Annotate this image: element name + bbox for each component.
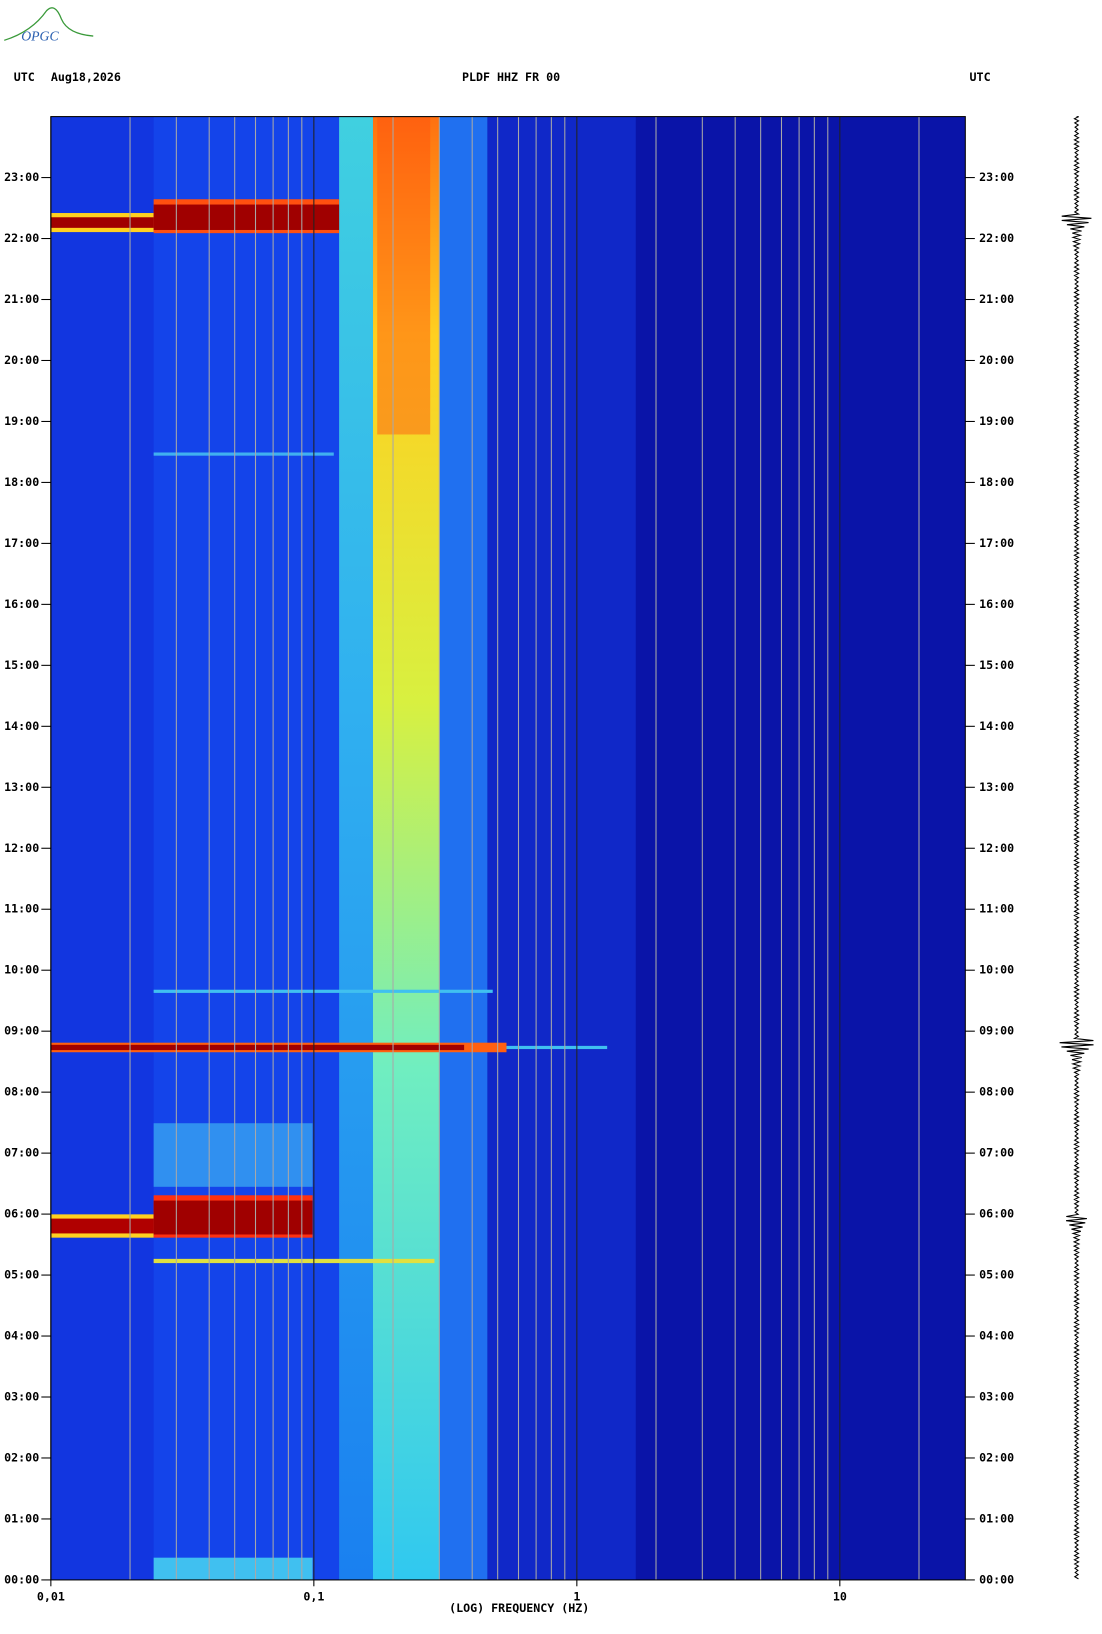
y-tick-label: 05:00 <box>4 1268 39 1282</box>
y-tick-label: 15:00 <box>979 658 1014 672</box>
y-tick-label: 08:00 <box>979 1085 1014 1099</box>
y-tick-label: 21:00 <box>4 292 39 306</box>
x-tick-label: 0,1 <box>303 1589 324 1603</box>
y-tick-label: 11:00 <box>979 902 1014 916</box>
y-tick-label: 14:00 <box>4 719 39 733</box>
y-tick-label: 02:00 <box>979 1450 1014 1464</box>
y-tick-label: 15:00 <box>4 658 39 672</box>
y-tick-label: 17:00 <box>979 536 1014 550</box>
y-tick-label: 07:00 <box>979 1146 1014 1160</box>
y-tick-label: 18:00 <box>979 475 1014 489</box>
logo-text: OPGC <box>21 28 59 43</box>
y-tick-label: 13:00 <box>4 780 39 794</box>
left-label: UTC <box>14 70 35 84</box>
logo: OPGC <box>4 7 94 43</box>
y-tick-label: 14:00 <box>979 719 1014 733</box>
y-tick-label: 04:00 <box>4 1329 39 1343</box>
y-tick-label: 23:00 <box>979 170 1014 184</box>
y-tick-label: 09:00 <box>979 1024 1014 1038</box>
y-tick-label: 23:00 <box>4 170 39 184</box>
y-tick-label: 12:00 <box>4 841 39 855</box>
y-tick-label: 06:00 <box>979 1207 1014 1221</box>
y-tick-label: 00:00 <box>4 1572 39 1586</box>
x-axis-label: (LOG) FREQUENCY (HZ) <box>449 1601 589 1615</box>
y-tick-label: 21:00 <box>979 292 1014 306</box>
y-tick-label: 06:00 <box>4 1207 39 1221</box>
x-tick-label: 1 <box>573 1589 580 1603</box>
y-tick-label: 16:00 <box>979 597 1014 611</box>
y-tick-label: 01:00 <box>4 1511 39 1525</box>
y-tick-label: 05:00 <box>979 1268 1014 1282</box>
y-tick-label: 19:00 <box>4 414 39 428</box>
y-tick-label: 12:00 <box>979 841 1014 855</box>
y-tick-label: 17:00 <box>4 536 39 550</box>
y-tick-label: 07:00 <box>4 1146 39 1160</box>
y-tick-label: 08:00 <box>4 1085 39 1099</box>
y-tick-label: 19:00 <box>979 414 1014 428</box>
y-tick-label: 20:00 <box>4 353 39 367</box>
y-tick-label: 01:00 <box>979 1511 1014 1525</box>
y-tick-label: 10:00 <box>4 963 39 977</box>
y-tick-label: 04:00 <box>979 1329 1014 1343</box>
y-tick-label: 09:00 <box>4 1024 39 1038</box>
y-tick-label: 03:00 <box>979 1390 1014 1404</box>
y-tick-label: 03:00 <box>4 1390 39 1404</box>
y-tick-label: 13:00 <box>979 780 1014 794</box>
y-tick-label: 00:00 <box>979 1572 1014 1586</box>
y-tick-label: 02:00 <box>4 1450 39 1464</box>
date: Aug18,2026 <box>51 70 121 84</box>
right-label: UTC <box>970 70 991 84</box>
spectrogram-image <box>50 116 966 1580</box>
seismogram-trace <box>1059 116 1094 1580</box>
x-tick-label: 0,01 <box>37 1589 65 1603</box>
y-tick-label: 16:00 <box>4 597 39 611</box>
x-tick-label: 10 <box>833 1589 847 1603</box>
y-tick-label: 10:00 <box>979 963 1014 977</box>
y-tick-label: 22:00 <box>4 231 39 245</box>
grid <box>50 116 920 1580</box>
chart-title: PLDF HHZ FR 00 <box>462 70 560 84</box>
y-tick-label: 18:00 <box>4 475 39 489</box>
y-tick-label: 22:00 <box>979 231 1014 245</box>
y-tick-label: 11:00 <box>4 902 39 916</box>
y-tick-label: 20:00 <box>979 353 1014 367</box>
